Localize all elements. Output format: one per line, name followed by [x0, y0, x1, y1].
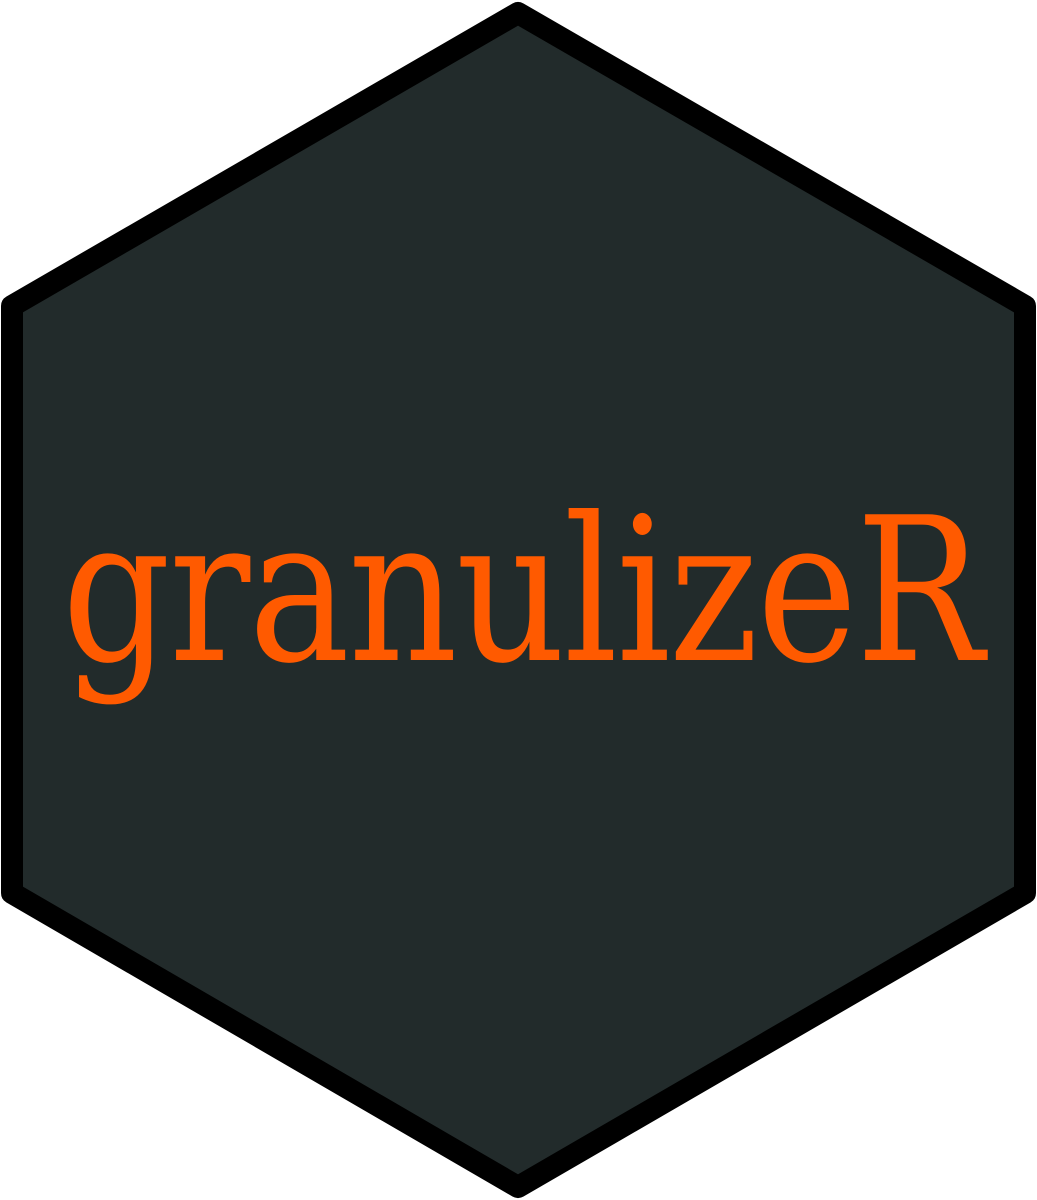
package-name-title: granulizeR	[62, 475, 988, 708]
